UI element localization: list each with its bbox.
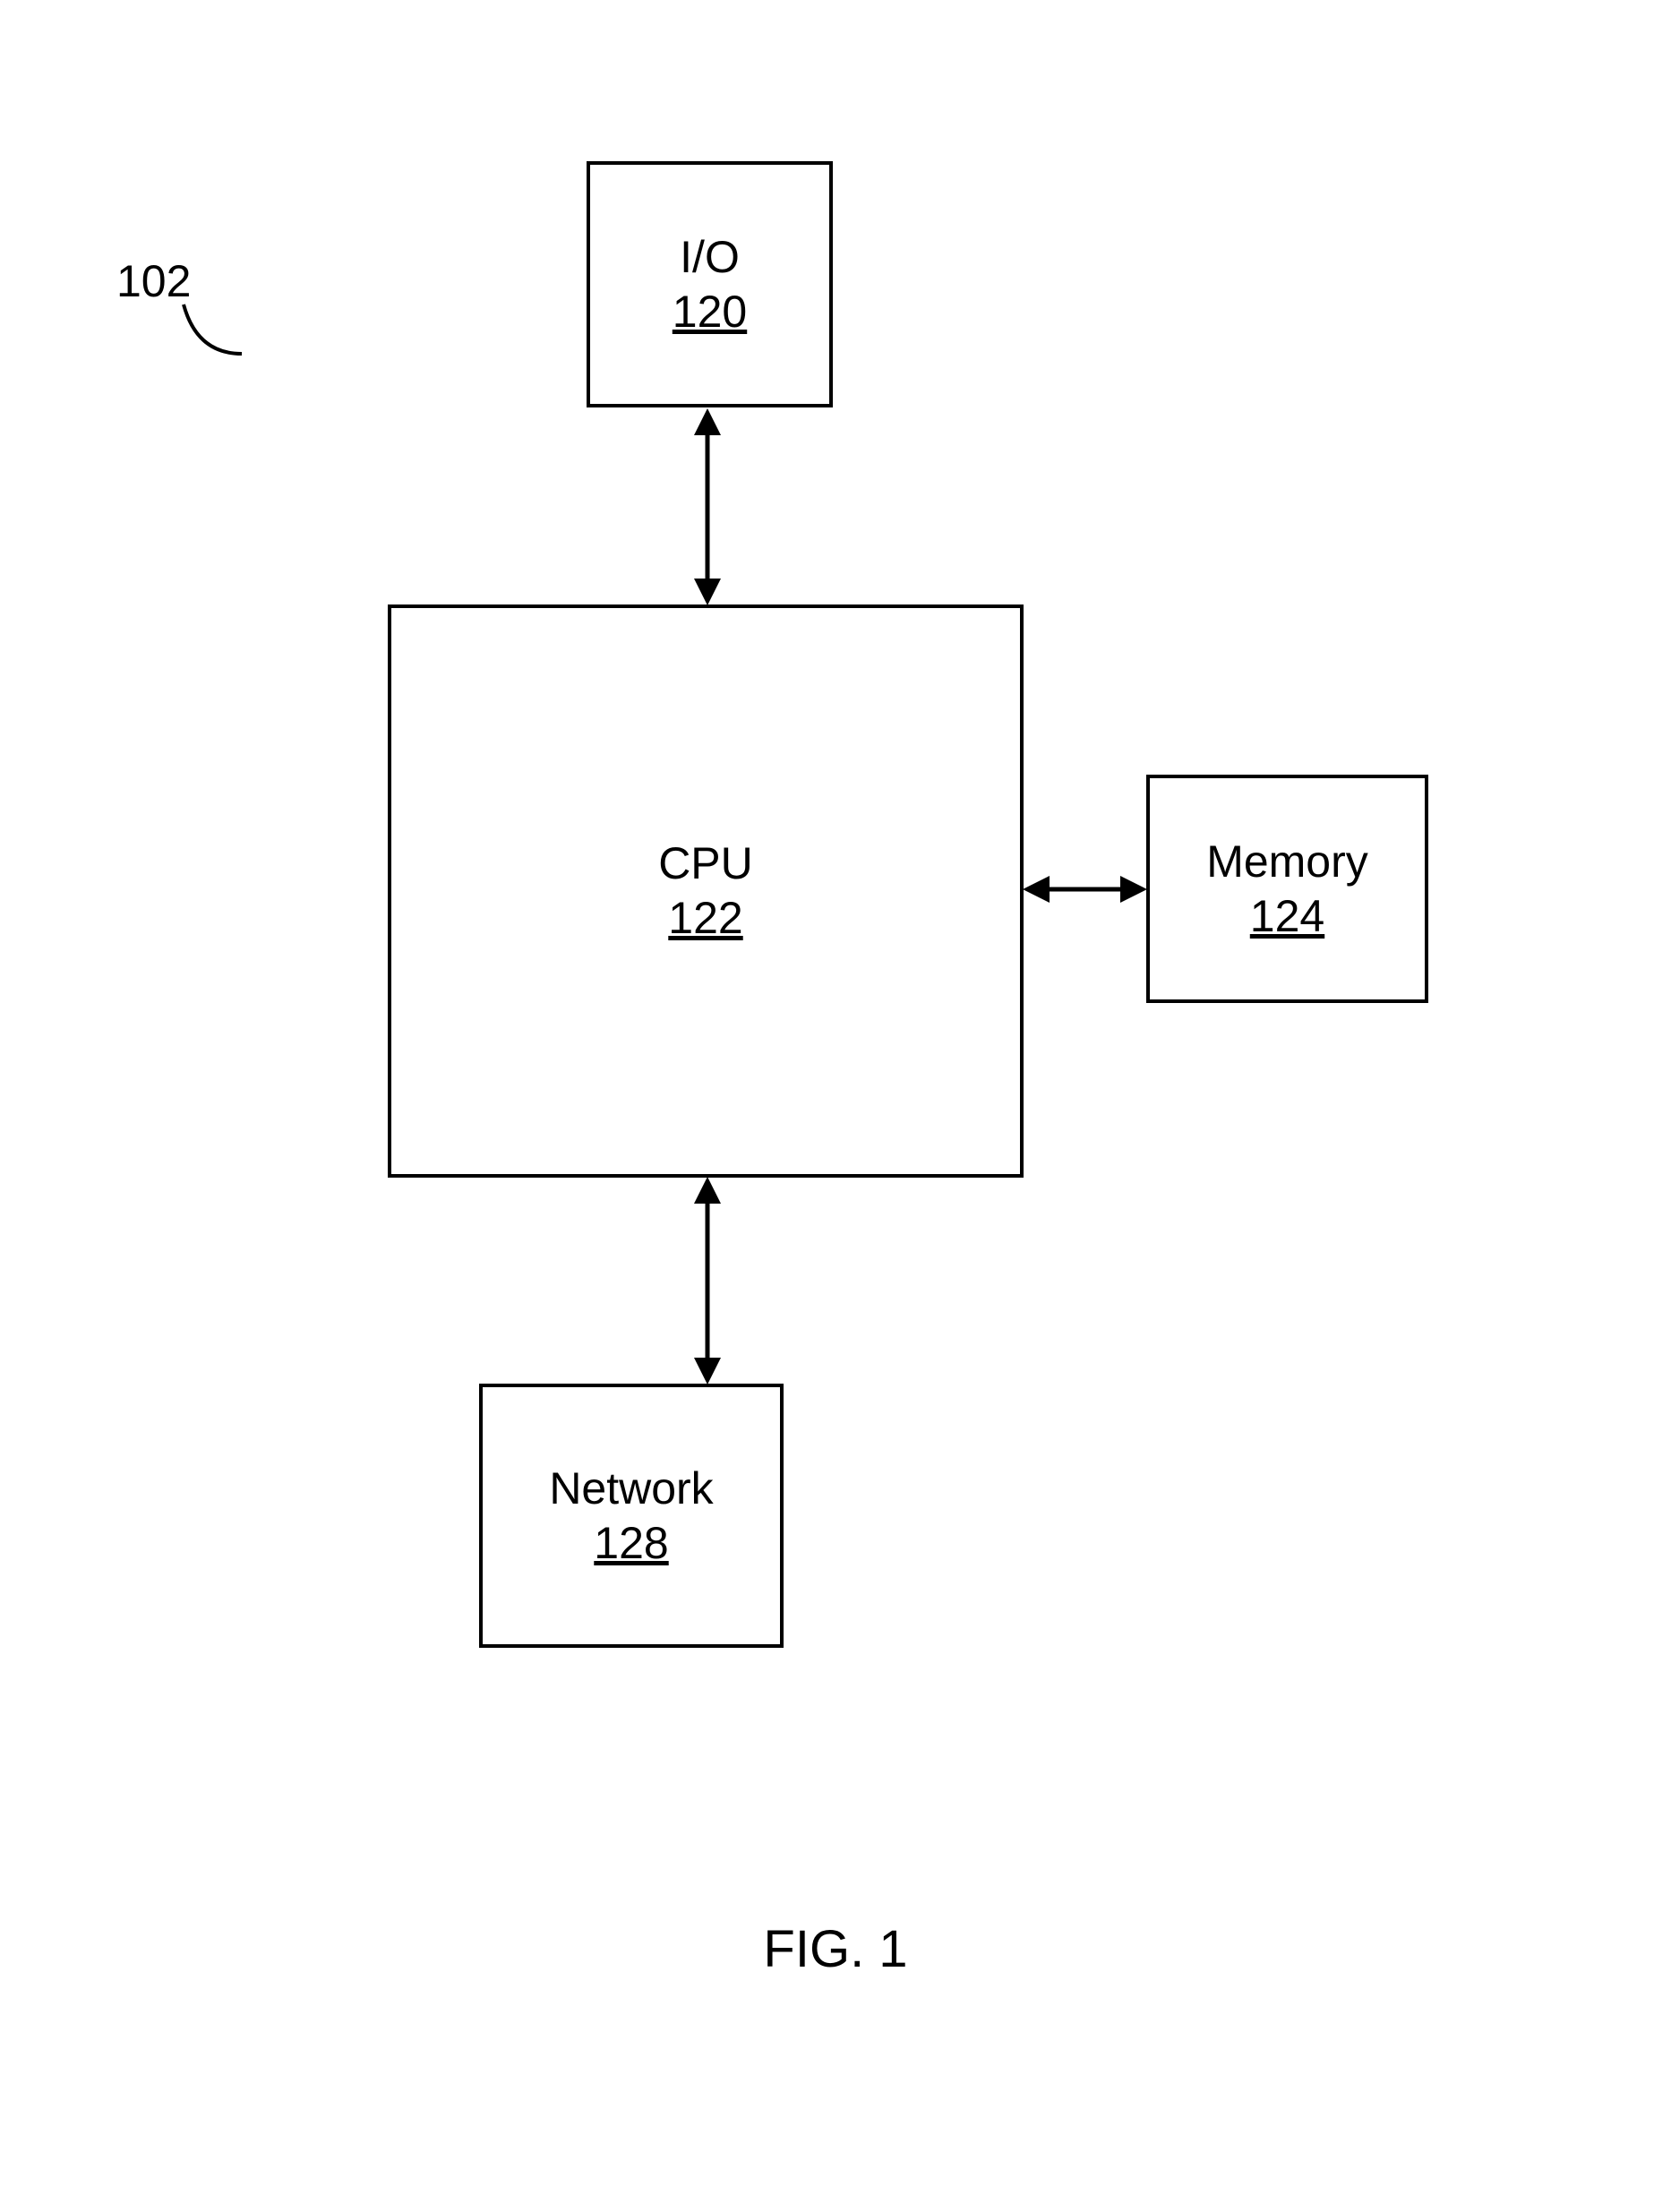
io-block-number: 120 (673, 287, 747, 337)
figure-caption: FIG. 1 (0, 1919, 1671, 1979)
network-block-number: 128 (594, 1519, 668, 1568)
figure-reference-leader (179, 300, 251, 372)
cpu-block-name: CPU (658, 839, 753, 888)
memory-block-number: 124 (1250, 892, 1324, 941)
figure-caption-text: FIG. 1 (763, 1920, 907, 1978)
network-block-name: Network (549, 1464, 713, 1513)
diagram-canvas: 102 I/O 120 CPU 122 Memory 124 Network 1… (0, 0, 1671, 2212)
figure-reference-label: 102 (116, 255, 191, 307)
cpu-block-number: 122 (668, 894, 742, 943)
memory-block-name: Memory (1206, 837, 1368, 887)
network-block: Network 128 (479, 1384, 784, 1648)
figure-reference-text: 102 (116, 256, 191, 306)
io-block-name: I/O (680, 233, 740, 282)
cpu-block: CPU 122 (388, 604, 1024, 1178)
memory-block: Memory 124 (1146, 775, 1428, 1003)
io-block: I/O 120 (587, 161, 833, 407)
